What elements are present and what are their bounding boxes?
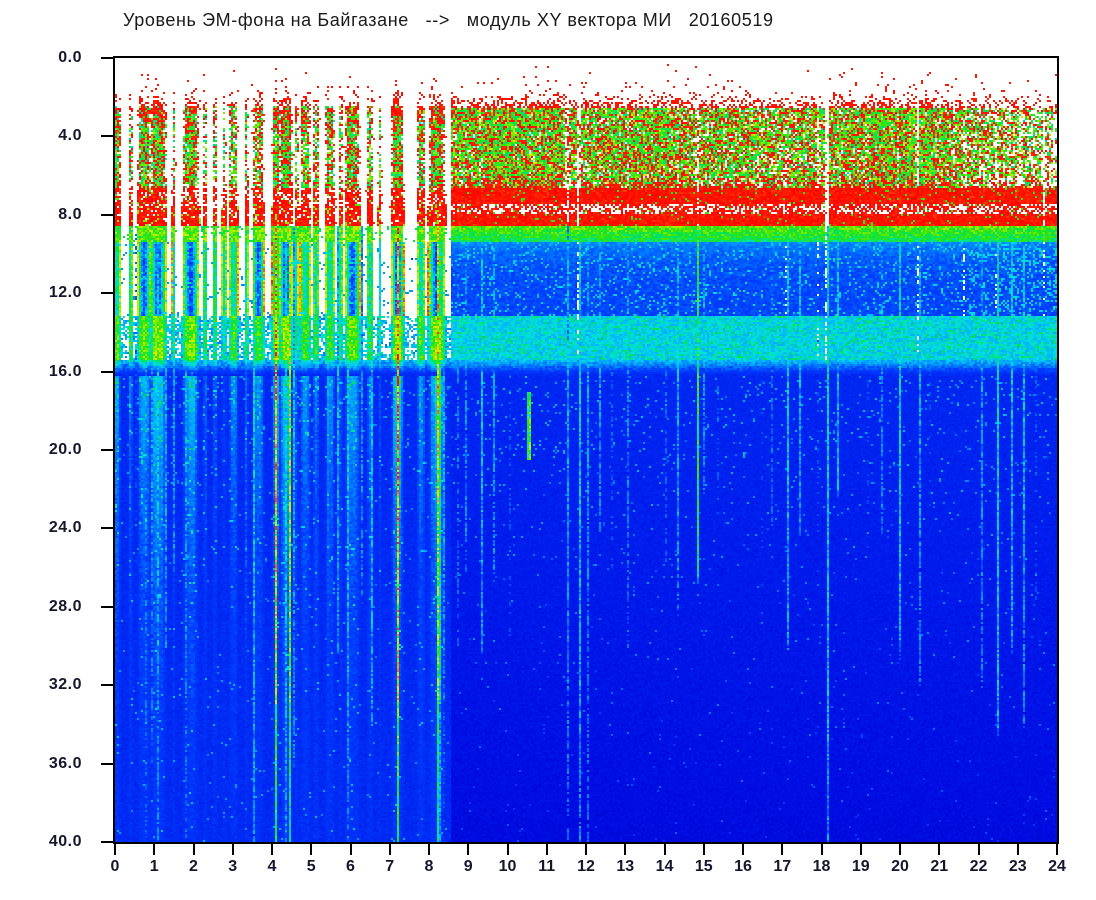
y-axis-tick: [101, 292, 115, 295]
x-axis-tick: [742, 844, 744, 855]
x-tick-label: 0: [110, 858, 120, 875]
x-tick-label: 2: [189, 858, 198, 875]
x-tick-label: 23: [1008, 858, 1027, 875]
x-tick-label: 12: [577, 858, 595, 875]
x-axis-tick: [388, 844, 391, 855]
x-tick-label: 15: [694, 858, 713, 875]
x-axis-tick: [781, 844, 784, 855]
x-tick-label: 11: [538, 858, 556, 875]
x-axis-tick: [585, 844, 587, 855]
y-axis-tick: [101, 527, 115, 530]
y-axis-tick: [101, 762, 115, 765]
x-tick-label: 24: [1048, 858, 1066, 875]
y-axis-tick: [101, 605, 115, 608]
x-tick-label: 14: [655, 858, 674, 875]
x-axis-tick: [663, 844, 666, 855]
x-tick-label: 7: [385, 858, 395, 875]
y-axis-tick: [101, 57, 115, 59]
x-axis-tick: [153, 844, 156, 855]
x-axis-tick: [859, 844, 862, 855]
x-tick-label: 4: [267, 858, 277, 875]
x-axis-tick: [1056, 844, 1058, 855]
x-tick-label: 3: [228, 858, 238, 875]
y-tick-label: 36.0: [48, 754, 82, 772]
x-axis-tick: [820, 844, 823, 855]
y-axis-tick: [101, 449, 115, 451]
x-tick-label: 13: [616, 858, 635, 875]
x-axis-tick: [1016, 844, 1019, 855]
x-axis-tick: [977, 844, 980, 855]
x-tick-label: 21: [930, 858, 949, 875]
x-axis-tick: [114, 844, 116, 855]
x-axis-tick: [428, 844, 430, 855]
x-axis-tick: [624, 844, 627, 855]
x-axis-tick: [310, 844, 313, 855]
x-tick-label: 22: [969, 858, 988, 875]
x-tick-label: 8: [424, 858, 434, 875]
x-tick-label: 17: [773, 858, 792, 875]
y-tick-label: 20.0: [48, 441, 82, 458]
y-tick-label: 4.0: [58, 127, 82, 145]
x-axis-tick: [231, 844, 234, 855]
y-axis-tick: [101, 841, 115, 843]
y-tick-label: 40.0: [48, 833, 82, 850]
y-tick-label: 28.0: [48, 597, 82, 615]
x-tick-label: 18: [812, 858, 831, 875]
x-tick-label: 5: [306, 858, 316, 875]
x-axis-tick: [545, 844, 548, 855]
x-axis-tick: [271, 844, 273, 855]
spectrogram-canvas: [115, 58, 1057, 842]
x-axis-tick: [702, 844, 705, 855]
y-tick-label: 32.0: [48, 676, 82, 694]
x-axis-tick: [899, 844, 901, 855]
x-tick-label: 16: [734, 858, 752, 875]
x-tick-label: 20: [891, 858, 909, 875]
y-tick-label: 12.0: [48, 284, 82, 302]
x-tick-label: 9: [463, 858, 473, 875]
y-tick-label: 16.0: [48, 362, 82, 380]
x-axis-tick: [938, 844, 941, 855]
x-axis-tick: [349, 844, 352, 855]
y-axis-tick: [101, 370, 115, 373]
y-tick-label: 0.0: [58, 49, 82, 66]
x-tick-label: 1: [149, 858, 159, 875]
x-tick-label: 10: [498, 858, 517, 875]
x-axis-tick: [467, 844, 470, 855]
y-axis-tick: [101, 684, 115, 687]
x-axis-tick: [506, 844, 509, 855]
x-tick-label: 19: [851, 858, 870, 875]
chart-title: Уровень ЭМ-фона на Байгазане --> модуль …: [123, 10, 774, 30]
x-axis-tick: [192, 844, 195, 855]
x-tick-label: 6: [346, 858, 355, 875]
y-tick-label: 8.0: [58, 205, 82, 223]
y-axis-tick: [101, 135, 115, 138]
y-tick-label: 24.0: [48, 519, 82, 537]
y-axis-tick: [101, 213, 115, 216]
